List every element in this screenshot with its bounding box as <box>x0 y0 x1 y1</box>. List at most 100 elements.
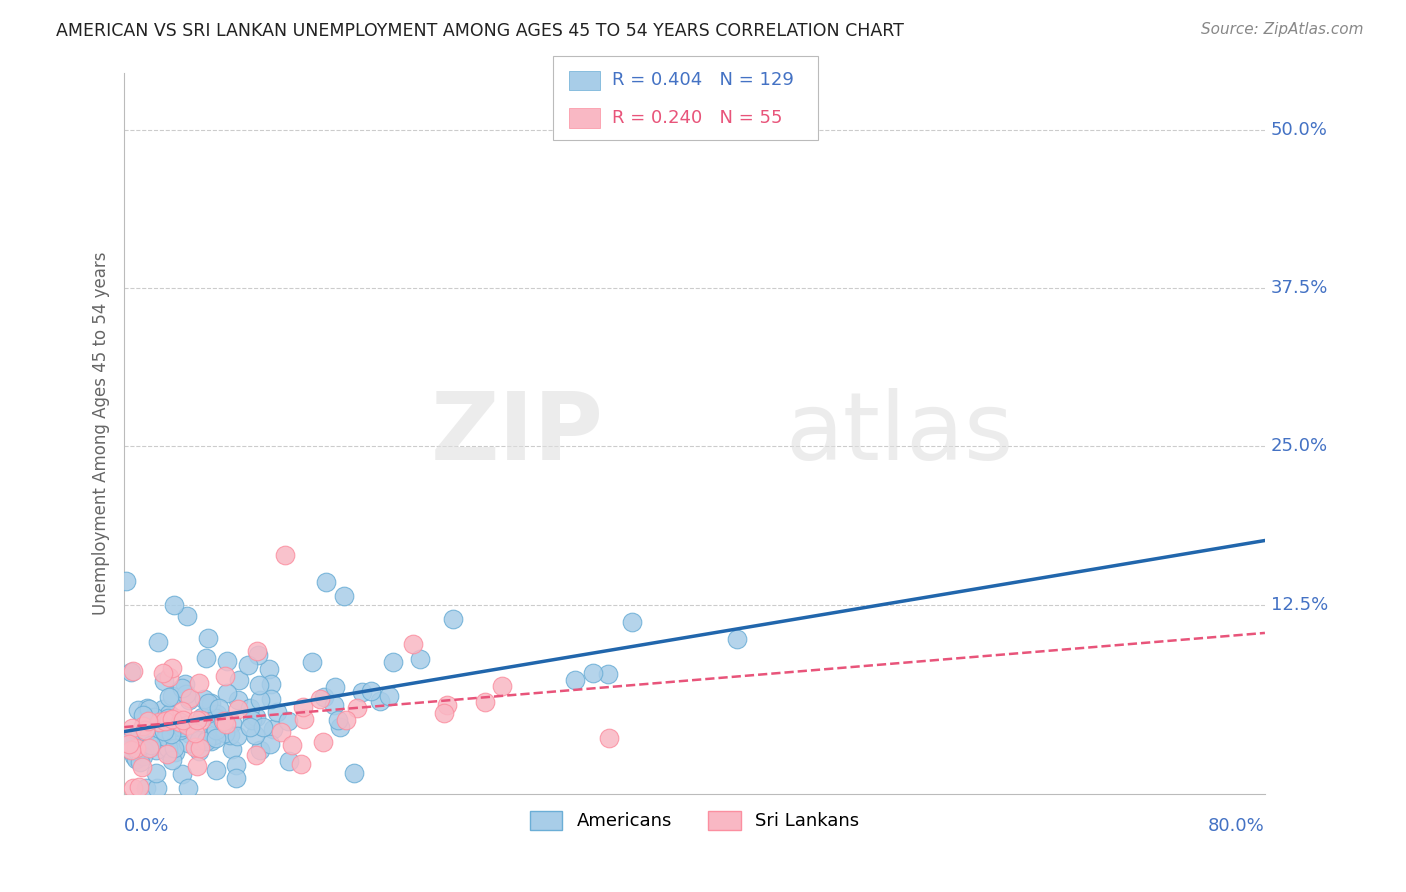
Point <box>225 729 247 743</box>
Point <box>136 701 159 715</box>
Point <box>155 747 177 762</box>
Point <box>188 741 211 756</box>
Point <box>212 714 235 729</box>
Point <box>226 693 249 707</box>
Point <box>409 652 432 666</box>
Point <box>260 677 283 691</box>
Point <box>122 748 145 763</box>
Text: 50.0%: 50.0% <box>1271 121 1327 139</box>
Point <box>115 574 138 588</box>
Point <box>725 632 748 646</box>
Point <box>170 721 193 735</box>
Point <box>146 780 169 795</box>
Point <box>165 745 187 759</box>
Point <box>157 670 180 684</box>
Point <box>121 721 143 735</box>
Point <box>474 695 496 709</box>
Point <box>125 744 148 758</box>
Point <box>163 711 186 725</box>
Point <box>174 677 197 691</box>
Text: AMERICAN VS SRI LANKAN UNEMPLOYMENT AMONG AGES 45 TO 54 YEARS CORRELATION CHART: AMERICAN VS SRI LANKAN UNEMPLOYMENT AMON… <box>56 22 904 40</box>
Point <box>118 742 141 756</box>
Point <box>291 700 314 714</box>
Point <box>292 713 315 727</box>
Point <box>191 710 214 724</box>
Point <box>596 667 619 681</box>
Point <box>131 760 153 774</box>
Point <box>249 743 271 757</box>
Point <box>249 693 271 707</box>
Point <box>135 725 157 739</box>
Point <box>382 655 405 669</box>
Point <box>491 679 513 693</box>
Point <box>152 701 174 715</box>
Point <box>195 734 218 748</box>
Point <box>226 702 249 716</box>
Point <box>193 692 215 706</box>
Point <box>209 713 232 727</box>
Point <box>335 713 357 727</box>
Point <box>323 698 346 712</box>
Point <box>205 731 228 745</box>
Point <box>176 780 198 795</box>
Point <box>152 665 174 680</box>
Point <box>162 660 184 674</box>
Point <box>156 711 179 725</box>
Point <box>148 714 170 729</box>
Point <box>160 689 183 703</box>
Point <box>441 612 464 626</box>
Point <box>214 669 236 683</box>
Point <box>124 729 146 743</box>
Point <box>172 713 194 727</box>
Text: 12.5%: 12.5% <box>1271 596 1327 614</box>
Point <box>312 735 335 749</box>
Point <box>155 731 177 745</box>
Point <box>312 690 335 705</box>
Point <box>138 741 160 756</box>
Point <box>160 727 183 741</box>
Point <box>350 685 373 699</box>
Point <box>174 687 197 701</box>
Point <box>132 743 155 757</box>
Point <box>323 680 346 694</box>
Point <box>120 742 142 756</box>
Point <box>238 720 260 734</box>
Point <box>221 742 243 756</box>
Point <box>156 745 179 759</box>
Point <box>157 707 180 722</box>
Point <box>197 696 219 710</box>
Point <box>346 701 368 715</box>
Point <box>169 715 191 730</box>
Point <box>148 635 170 649</box>
Point <box>368 694 391 708</box>
Point <box>177 693 200 707</box>
Point <box>169 715 191 730</box>
Point <box>266 705 288 719</box>
Point <box>188 744 211 758</box>
Point <box>236 657 259 672</box>
Point <box>125 741 148 756</box>
Point <box>262 722 284 736</box>
Point <box>129 756 152 770</box>
Point <box>270 725 292 739</box>
Point <box>197 632 219 646</box>
Point <box>246 644 269 658</box>
Point <box>132 708 155 723</box>
Point <box>315 575 337 590</box>
Point <box>200 733 222 747</box>
Point <box>194 651 217 665</box>
Point <box>245 747 267 762</box>
Point <box>114 736 136 750</box>
Point <box>208 700 231 714</box>
Point <box>172 766 194 780</box>
Point <box>260 691 283 706</box>
Y-axis label: Unemployment Among Ages 45 to 54 years: Unemployment Among Ages 45 to 54 years <box>93 252 110 615</box>
Point <box>183 726 205 740</box>
Point <box>564 673 586 687</box>
Point <box>333 589 356 603</box>
Point <box>156 714 179 729</box>
Point <box>153 714 176 728</box>
Point <box>163 720 186 734</box>
Point <box>163 599 186 613</box>
Point <box>186 759 208 773</box>
